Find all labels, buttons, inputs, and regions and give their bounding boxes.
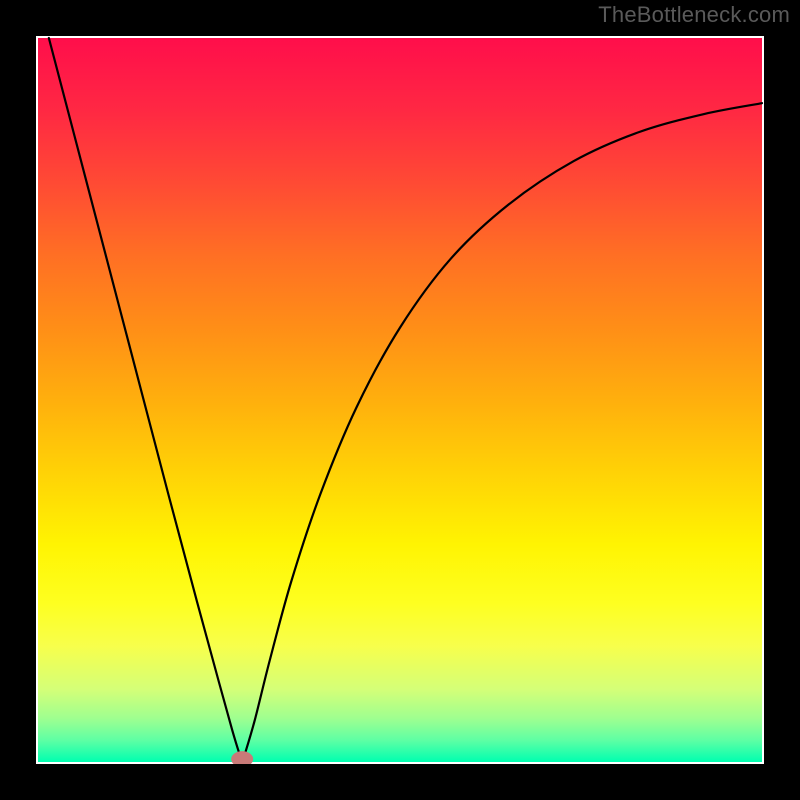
chart-svg — [0, 0, 800, 800]
plot-background — [38, 38, 762, 762]
frame-left — [0, 0, 36, 800]
frame-bottom — [0, 764, 800, 800]
chart-container: TheBottleneck.com — [0, 0, 800, 800]
frame-right — [764, 0, 800, 800]
watermark-text: TheBottleneck.com — [598, 2, 790, 28]
